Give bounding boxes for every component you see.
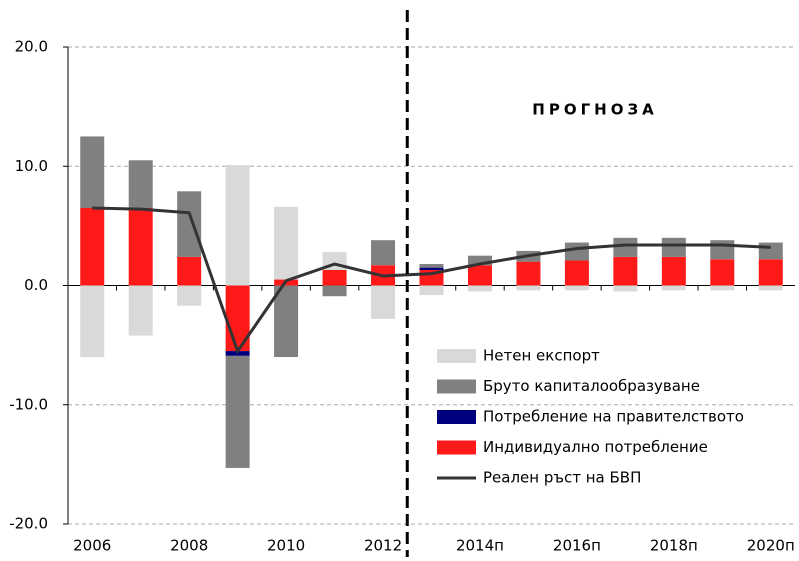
legend-label: Индивидуално потребление xyxy=(483,438,708,456)
x-tick-label: 2018п xyxy=(650,537,698,555)
bar xyxy=(467,265,492,286)
bar xyxy=(613,256,638,286)
bar xyxy=(661,256,686,286)
y-tick-label: -20.0 xyxy=(9,515,48,533)
bar xyxy=(564,242,589,261)
bar xyxy=(710,240,735,260)
legend-label: Бруто капиталообразуване xyxy=(483,377,700,395)
bar xyxy=(467,285,492,292)
legend-label: Реален ръст на БВП xyxy=(483,469,641,487)
legend-swatch xyxy=(437,440,476,455)
annotation: ПРОГНОЗА xyxy=(532,101,657,119)
legend-swatch xyxy=(437,410,476,424)
bar xyxy=(758,242,783,260)
bar xyxy=(80,285,105,358)
bar xyxy=(322,285,347,297)
bar xyxy=(225,355,250,468)
bar xyxy=(177,256,202,286)
bar xyxy=(128,207,153,286)
y-tick-label: 10.0 xyxy=(15,157,48,175)
bar xyxy=(710,285,735,291)
bar xyxy=(564,285,589,291)
x-tick-label: 2008 xyxy=(170,537,208,555)
bar xyxy=(80,136,105,208)
bar xyxy=(564,260,589,286)
bar xyxy=(128,160,153,208)
legend-label: Потребление на правителството xyxy=(483,408,744,426)
bar xyxy=(419,267,444,270)
y-tick-label: 0.0 xyxy=(24,276,48,294)
x-tick-label: 2012 xyxy=(364,537,402,555)
bar xyxy=(419,264,444,268)
legend-swatch xyxy=(437,379,476,394)
line xyxy=(92,206,771,355)
bar xyxy=(467,255,492,266)
x-tick-label: 2014п xyxy=(456,537,504,555)
bar xyxy=(516,285,541,291)
bar xyxy=(419,285,444,296)
bar xyxy=(516,261,541,286)
legend-label: Нетен експорт xyxy=(483,347,600,365)
y-tick-label: 20.0 xyxy=(15,38,48,56)
bar xyxy=(371,285,396,319)
bar xyxy=(322,269,347,286)
x-tick-label: 2016п xyxy=(553,537,601,555)
bar xyxy=(661,237,686,257)
bar xyxy=(371,240,396,266)
bar xyxy=(177,191,202,257)
bar xyxy=(80,207,105,286)
y-tick-label: -10.0 xyxy=(9,395,48,413)
x-tick-label: 2020п xyxy=(747,537,795,555)
bar xyxy=(128,285,153,336)
bar xyxy=(274,285,299,358)
legend-swatch xyxy=(437,349,476,363)
bar xyxy=(613,285,638,292)
bar xyxy=(758,285,783,291)
x-tick-label: 2006 xyxy=(73,537,111,555)
bar xyxy=(758,259,783,286)
bar xyxy=(274,206,299,280)
bar xyxy=(177,285,202,306)
bar xyxy=(661,285,686,291)
bar xyxy=(613,237,638,257)
bar xyxy=(710,259,735,286)
x-tick-label: 2010 xyxy=(267,537,305,555)
bar xyxy=(225,165,250,286)
